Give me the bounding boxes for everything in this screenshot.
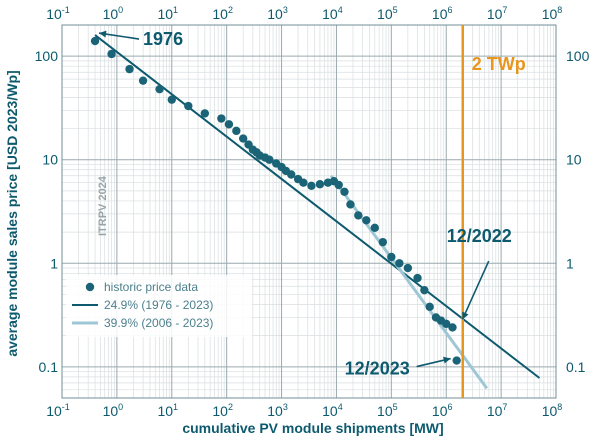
data-point <box>224 120 234 129</box>
annotation-12-2023: 12/2023 <box>345 359 410 379</box>
y-tick-label-left: 0.1 <box>39 359 59 375</box>
x-tick-label-top: 107 <box>487 5 508 22</box>
data-point <box>354 211 363 220</box>
data-point <box>125 64 134 74</box>
y-tick-label-right: 1 <box>566 255 574 271</box>
annotation-1976-arrow-head <box>99 30 107 38</box>
x-tick-label-bottom: 104 <box>322 402 343 419</box>
x-tick-label-bottom: 108 <box>542 402 563 419</box>
x-axis-tick-labels-top: 10-1 100 101 102 103 104 105 106 107 108 <box>46 5 562 22</box>
annotation-12-2022: 12/2022 <box>447 226 512 246</box>
data-point <box>238 134 248 143</box>
watermark: ITRPV 2024 <box>97 175 109 236</box>
x-tick-label-top: 102 <box>212 5 233 22</box>
x-tick-label-bottom: 105 <box>377 402 398 419</box>
data-point <box>425 302 434 311</box>
data-point <box>370 223 380 233</box>
x-axis-tick-labels-bottom: 10-1 100 101 102 103 104 105 106 107 108 <box>46 402 562 419</box>
data-point <box>90 36 100 46</box>
annotation-12-2022-arrow-shaft <box>461 260 490 320</box>
fit-line-1976-2023 <box>94 34 541 379</box>
fit-line-2006-2023 <box>329 174 489 390</box>
y-axis-label: average module sales price [USD 2023/Wp] <box>4 70 20 356</box>
data-point <box>299 178 308 187</box>
annotation-12-2023-arrow-head <box>443 356 451 364</box>
data-point <box>200 109 210 118</box>
y-axis-tick-labels-left: 100 10 1 0.1 <box>35 48 59 375</box>
x-tick-label-top: 106 <box>432 5 453 22</box>
annotation-12-2022-arrow-head <box>462 311 469 320</box>
data-point <box>217 114 226 123</box>
data-point <box>378 237 388 247</box>
x-tick-label-bottom: 101 <box>157 402 178 419</box>
data-point <box>155 84 164 94</box>
data-point <box>307 181 316 190</box>
data-point <box>340 187 349 197</box>
data-point <box>442 319 451 329</box>
x-tick-label-bottom: 106 <box>432 402 453 419</box>
x-tick-label-top: 10-1 <box>46 5 70 22</box>
data-point <box>346 200 355 209</box>
x-tick-label-top: 104 <box>322 5 343 22</box>
two-tw-marker: 2 TWp <box>461 25 526 398</box>
data-point <box>167 95 176 104</box>
legend: historic price data 24.9% (1976 - 2023) 39… <box>66 275 252 337</box>
x-tick-label-top: 108 <box>542 5 563 22</box>
data-point <box>452 356 461 365</box>
y-tick-label-right: 0.1 <box>566 359 586 375</box>
x-tick-label-bottom: 10-1 <box>46 402 70 419</box>
data-point <box>403 263 413 273</box>
data-point <box>362 216 371 225</box>
x-tick-label-top: 101 <box>157 5 178 22</box>
x-tick-label-top: 100 <box>103 5 124 22</box>
x-tick-label-bottom: 103 <box>267 402 288 419</box>
x-axis-label: cumulative PV module shipments [MW] <box>182 420 443 436</box>
y-tick-label-right: 100 <box>566 48 590 64</box>
data-point <box>448 323 457 332</box>
x-tick-label-bottom: 107 <box>487 402 508 419</box>
x-tick-label-bottom: 102 <box>212 402 233 419</box>
legend-label-2006: 39.9% (2006 - 2023) <box>104 316 213 330</box>
annotations: 1976 12/2022 12/2023 <box>98 29 512 379</box>
data-point <box>107 49 116 59</box>
x-tick-label-top: 103 <box>267 5 288 22</box>
y-tick-label-left: 100 <box>35 48 59 64</box>
data-point <box>315 180 325 189</box>
two-tw-label: 2 TWp <box>472 54 526 74</box>
y-axis-tick-labels-right: 100 10 1 0.1 <box>566 48 590 375</box>
data-point <box>387 252 396 262</box>
data-point <box>138 76 148 85</box>
fit-lines <box>94 34 541 390</box>
annotation-1976: 1976 <box>143 29 183 49</box>
legend-label-historic: historic price data <box>104 280 198 294</box>
data-point <box>420 285 429 295</box>
y-tick-label-left: 1 <box>50 255 58 271</box>
legend-marker-historic <box>85 282 95 292</box>
x-tick-label-top: 105 <box>377 5 398 22</box>
data-point <box>265 155 274 164</box>
legend-label-1976: 24.9% (1976 - 2023) <box>104 298 213 312</box>
data-points <box>90 36 461 365</box>
plot-frame <box>61 24 557 399</box>
data-point <box>184 101 193 111</box>
x-tick-label-bottom: 100 <box>103 402 124 419</box>
data-point <box>232 126 241 136</box>
y-tick-label-right: 10 <box>566 152 582 168</box>
data-point <box>334 180 343 190</box>
data-point <box>287 170 296 179</box>
data-point <box>413 273 422 283</box>
y-tick-label-left: 10 <box>42 152 58 168</box>
data-point <box>395 259 404 268</box>
